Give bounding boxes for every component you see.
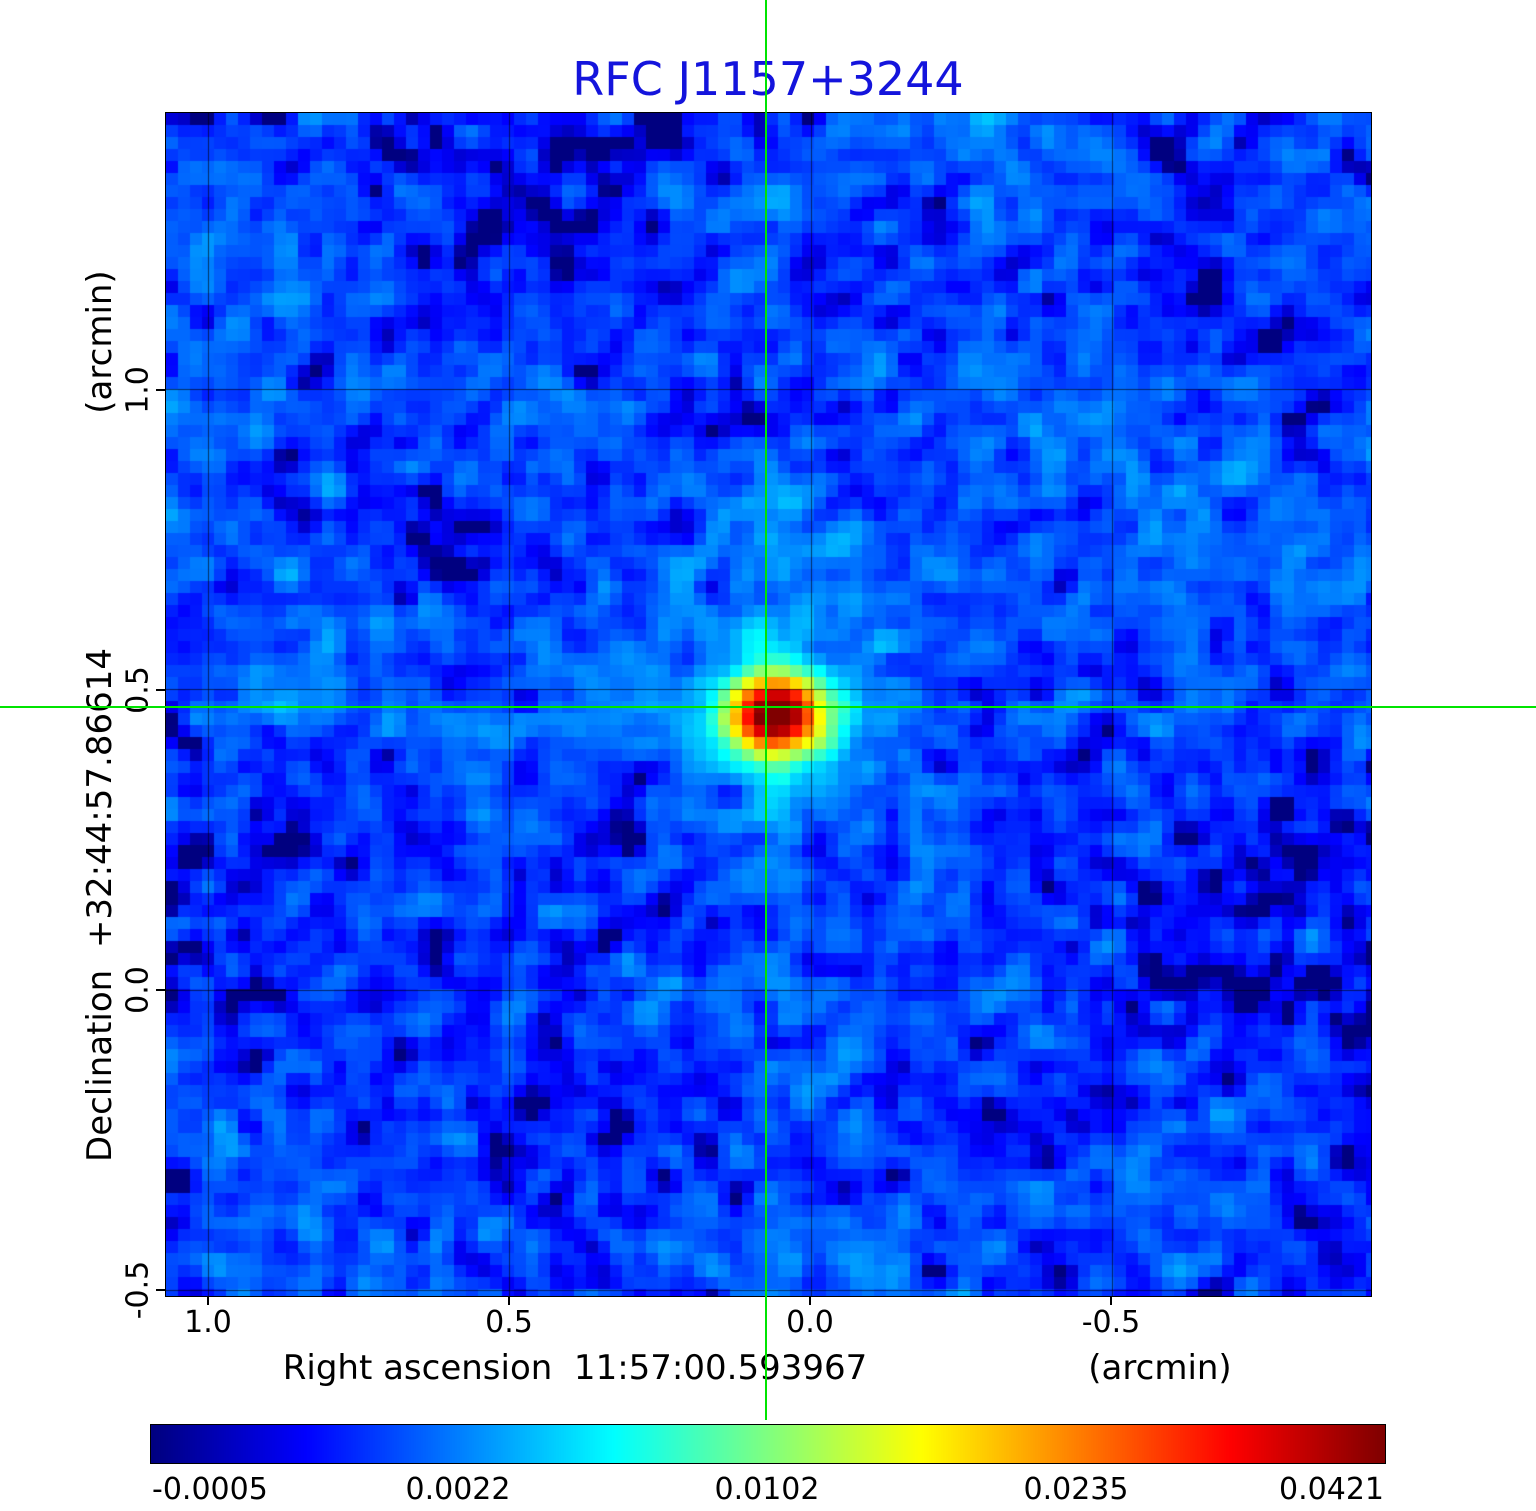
heatmap-image bbox=[166, 113, 1371, 1296]
x-axis-unit-label: (arcmin) bbox=[1088, 1348, 1232, 1388]
colorbar-tick-label: 0.0022 bbox=[405, 1472, 511, 1507]
y-axis-label: Declination +32:44:57.86614 bbox=[80, 648, 120, 1162]
crosshair-vertical-line bbox=[765, 0, 767, 1420]
x-tick-label: 1.0 bbox=[184, 1305, 232, 1340]
colorbar bbox=[150, 1424, 1386, 1464]
y-axis-tick bbox=[156, 689, 165, 691]
x-axis-label: Right ascension 11:57:00.593967 bbox=[282, 1348, 868, 1388]
y-axis-tick bbox=[156, 389, 165, 391]
colorbar-gradient bbox=[151, 1425, 1385, 1463]
x-axis-tick bbox=[809, 1296, 811, 1305]
y-tick-label: -0.5 bbox=[120, 1260, 156, 1320]
y-axis-tick bbox=[156, 1289, 165, 1291]
x-axis-tick bbox=[508, 1296, 510, 1305]
crosshair-horizontal-line bbox=[0, 706, 1536, 708]
y-tick-label: 1.0 bbox=[120, 366, 156, 414]
sky-map-plot bbox=[165, 112, 1372, 1297]
y-axis-unit-label: (arcmin) bbox=[80, 270, 120, 414]
x-tick-label: -0.5 bbox=[1081, 1305, 1141, 1340]
colorbar-tick-label: 0.0102 bbox=[714, 1472, 820, 1507]
y-axis-tick bbox=[156, 989, 165, 991]
x-axis-tick bbox=[207, 1296, 209, 1305]
colorbar-tick-label: 0.0235 bbox=[1023, 1472, 1129, 1507]
colorbar-tick-label: -0.0005 bbox=[152, 1472, 268, 1507]
x-tick-label: 0.0 bbox=[786, 1305, 834, 1340]
x-tick-label: 0.5 bbox=[485, 1305, 533, 1340]
colorbar-tick-label: 0.0421 bbox=[1279, 1472, 1384, 1507]
y-tick-label: 0.0 bbox=[120, 966, 156, 1014]
figure-title: RFC J1157+3244 bbox=[572, 52, 964, 106]
x-axis-tick bbox=[1110, 1296, 1112, 1305]
